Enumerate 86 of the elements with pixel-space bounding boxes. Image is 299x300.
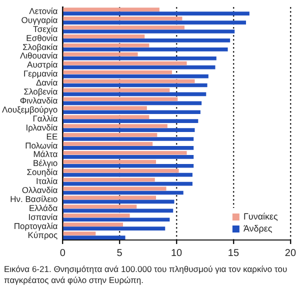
y-tick-label: Σουηδία <box>26 167 58 178</box>
bar <box>63 34 145 38</box>
y-tick-label: Τσεχία <box>33 24 58 34</box>
bar <box>63 150 187 155</box>
bar <box>63 142 153 146</box>
y-tick-label: Λετονία <box>29 6 58 16</box>
y-tick-label: Ιρλανδία <box>26 122 58 132</box>
y-tick-label: Λιθουανία <box>20 50 58 61</box>
bar <box>63 97 178 102</box>
bar <box>63 182 192 186</box>
bar <box>63 70 172 74</box>
bar <box>63 218 170 222</box>
bar <box>63 88 170 92</box>
y-tick-label: Μάλτα <box>33 149 58 160</box>
bar <box>63 26 185 30</box>
y-tick-label: Πορτογαλία <box>14 220 58 231</box>
x-tick-label: 0 <box>60 248 66 259</box>
bar <box>63 164 194 168</box>
y-tick-label: Πολωνία <box>25 140 58 150</box>
x-tick-label: 5 <box>116 248 123 259</box>
bar <box>63 115 150 119</box>
bar <box>63 186 166 191</box>
bar <box>63 236 126 240</box>
bar <box>63 168 179 173</box>
bar <box>63 178 155 182</box>
bar <box>63 52 138 56</box>
y-tick-label: Γαλλία <box>32 113 58 124</box>
y-tick-label: Λουξεμβούργο <box>2 104 58 114</box>
bar <box>63 137 194 141</box>
bar <box>63 190 184 195</box>
y-tick-label: Ελλάδα <box>29 202 58 213</box>
y-tick-label: Αυστρία <box>27 60 58 70</box>
bar <box>63 214 130 218</box>
bar <box>63 172 192 177</box>
bar <box>63 8 160 12</box>
x-tick-label: 20 <box>284 248 296 259</box>
bar <box>63 128 195 132</box>
x-tick-label: 15 <box>228 248 240 259</box>
bar <box>63 155 194 159</box>
bar <box>63 74 208 78</box>
bar <box>63 133 158 137</box>
x-tick-label: 10 <box>170 248 183 259</box>
y-tick-label: Ολλανδία <box>22 185 58 196</box>
bar <box>63 43 150 48</box>
bar <box>63 222 123 226</box>
y-tick-label: Δανία <box>36 78 58 88</box>
y-tick-label: Φινλανδία <box>20 96 58 106</box>
bar <box>63 119 198 123</box>
bar <box>63 110 200 114</box>
bar <box>63 16 182 20</box>
bar <box>63 226 166 230</box>
y-tick-label: Βέλγιο <box>33 158 58 168</box>
bar <box>63 124 168 128</box>
bar <box>63 204 137 209</box>
y-tick-label: Σλοβακία <box>22 42 58 52</box>
bar <box>63 30 235 34</box>
y-tick-label: Ουγγαρία <box>21 14 58 25</box>
legend-label: Γυναίκες <box>243 211 279 222</box>
bar <box>63 92 206 96</box>
bar <box>63 61 187 66</box>
bar <box>63 12 250 16</box>
bar <box>63 101 202 106</box>
bar <box>63 65 216 70</box>
text: Εικόνα 6-21. Θνησιμότητα ανά 100.000 του πληθυσμού για τον καρκίνο του παγκρέατος ανά φύλο στην Ευρώπη. <box>3 263 288 287</box>
bar <box>63 146 194 150</box>
bar <box>63 208 174 213</box>
bar <box>63 83 208 88</box>
legend-label: Άνδρες <box>243 223 273 234</box>
bar <box>63 79 195 84</box>
y-tick-label: Γερμανία <box>23 68 58 79</box>
y-tick-label: Ισπανία <box>28 212 58 222</box>
bar <box>63 232 96 236</box>
bar <box>63 196 156 200</box>
bar <box>63 48 228 52</box>
y-tick-label: ΕΕ <box>46 131 58 142</box>
bar <box>63 160 156 164</box>
y-tick-label: Ην. Βασίλειο <box>10 194 58 204</box>
bar <box>63 106 147 110</box>
y-tick-label: Κύπρος <box>28 230 58 240</box>
bar <box>63 38 230 42</box>
bar <box>63 200 174 204</box>
bar <box>63 20 246 24</box>
bar <box>63 56 216 60</box>
y-tick-label: Εσθονία <box>26 32 58 43</box>
y-tick-label: Ιταλία <box>36 176 58 186</box>
y-tick-label: Σλοβενία <box>24 86 58 97</box>
